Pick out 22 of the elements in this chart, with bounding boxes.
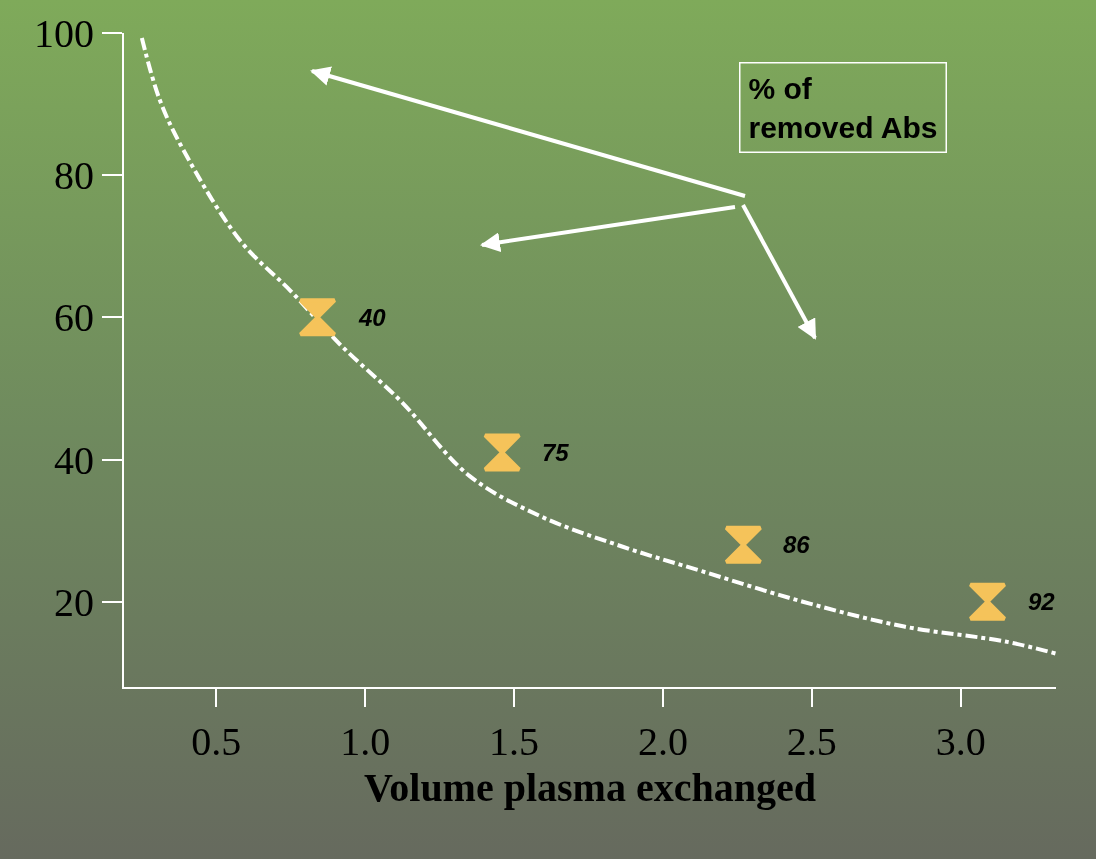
- annotation: 75: [542, 439, 570, 466]
- x-tick-label: 2.0: [637, 719, 688, 764]
- x-tick-label: 0.5: [191, 719, 242, 764]
- line-series: [139, 35, 1056, 656]
- y-tick-label: 40: [54, 437, 94, 483]
- point: [483, 433, 522, 472]
- y-tick-label: 80: [54, 153, 94, 199]
- annotation: 86: [783, 531, 811, 558]
- x-tick-label: 1.5: [489, 719, 540, 764]
- y-tick-label: 100: [34, 11, 94, 56]
- x-tick-label: 3.0: [935, 719, 986, 764]
- annotation: 40: [358, 304, 387, 331]
- y-tick-label: 20: [54, 579, 94, 625]
- annotation: 92: [1028, 588, 1056, 615]
- x-axis-title: Volume plasma exchanged: [364, 765, 816, 810]
- point: [298, 298, 337, 337]
- y-tick-label: 60: [54, 295, 94, 341]
- point: [724, 525, 763, 564]
- annotation: % of removed Abs: [748, 71, 938, 144]
- x-tick-label: 2.5: [786, 719, 837, 764]
- x-tick-label: 1.0: [340, 719, 391, 764]
- point: [968, 582, 1007, 621]
